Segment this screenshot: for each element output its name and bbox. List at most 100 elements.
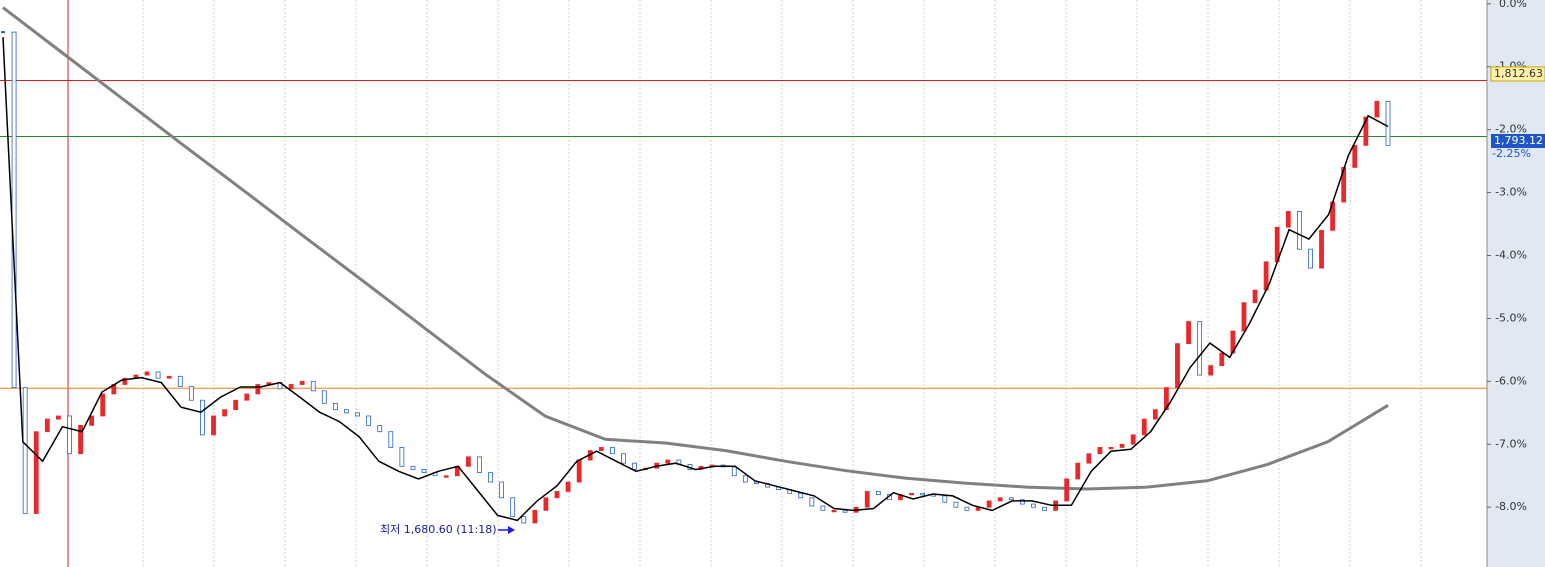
candle bbox=[233, 399, 239, 411]
price-label: 1,793.12 bbox=[1494, 134, 1543, 147]
candle bbox=[543, 497, 549, 511]
candle bbox=[388, 431, 394, 448]
candle bbox=[798, 492, 804, 499]
candle bbox=[1219, 352, 1225, 367]
y-tick-label: -5.0% bbox=[1495, 311, 1527, 324]
candle bbox=[1108, 447, 1114, 450]
candle bbox=[488, 472, 493, 483]
candle bbox=[255, 384, 261, 395]
y-axis-panel bbox=[1487, 0, 1545, 567]
candle bbox=[820, 505, 826, 511]
candle bbox=[1296, 211, 1302, 250]
y-tick-label: -6.0% bbox=[1495, 374, 1527, 387]
candle bbox=[1119, 443, 1125, 448]
candle bbox=[44, 418, 50, 433]
candle bbox=[1164, 387, 1169, 411]
y-tick-label: -4.0% bbox=[1495, 248, 1527, 261]
price-box bbox=[1490, 66, 1545, 82]
candle bbox=[122, 377, 128, 385]
candle bbox=[310, 380, 316, 392]
candle bbox=[1097, 447, 1103, 455]
candle bbox=[200, 399, 205, 436]
candle bbox=[1175, 343, 1180, 389]
candle bbox=[410, 465, 416, 470]
candle bbox=[33, 431, 39, 514]
candle bbox=[188, 385, 194, 401]
candle bbox=[166, 375, 172, 379]
y-tick-label: 0.0% bbox=[1499, 0, 1527, 10]
candle bbox=[1152, 409, 1158, 420]
price-label: 1,812.63 bbox=[1494, 67, 1543, 80]
candle bbox=[1252, 289, 1258, 304]
candle bbox=[443, 475, 449, 478]
candle bbox=[842, 509, 848, 513]
candle bbox=[244, 393, 250, 401]
candle bbox=[632, 462, 637, 470]
candle bbox=[1197, 321, 1203, 376]
candle bbox=[1308, 248, 1313, 269]
candle bbox=[78, 425, 83, 455]
candle bbox=[1352, 144, 1358, 168]
candle bbox=[909, 492, 914, 496]
candle bbox=[742, 475, 748, 483]
candle bbox=[532, 509, 538, 524]
y-tick-label: -8.0% bbox=[1495, 500, 1527, 513]
candle bbox=[1019, 499, 1025, 505]
candle bbox=[377, 425, 383, 433]
candle bbox=[155, 371, 161, 379]
candle bbox=[964, 506, 970, 511]
candle bbox=[144, 371, 150, 376]
candle bbox=[465, 456, 471, 467]
candle bbox=[1086, 453, 1092, 464]
moving-average-line bbox=[2, 37, 1389, 522]
candle bbox=[421, 469, 427, 474]
candle bbox=[1186, 321, 1191, 344]
moving-average-line bbox=[2, 6, 1389, 491]
candle bbox=[521, 516, 527, 524]
candle bbox=[1363, 116, 1369, 146]
candle bbox=[22, 387, 28, 514]
candle bbox=[56, 415, 61, 420]
candle bbox=[754, 481, 759, 484]
candle bbox=[67, 415, 72, 455]
candle bbox=[809, 497, 815, 507]
candle bbox=[1374, 100, 1380, 118]
candle bbox=[499, 481, 505, 499]
candle bbox=[986, 500, 992, 508]
candle bbox=[344, 409, 349, 414]
candle bbox=[942, 495, 948, 503]
candle bbox=[1208, 365, 1214, 376]
candle bbox=[1141, 418, 1147, 436]
candle bbox=[1285, 211, 1291, 228]
candle bbox=[1042, 506, 1047, 511]
candle bbox=[177, 375, 183, 387]
candle bbox=[864, 491, 870, 508]
candle bbox=[621, 453, 626, 464]
candle bbox=[953, 501, 959, 508]
candle bbox=[598, 447, 604, 451]
candle bbox=[11, 31, 17, 389]
annotation-arrowhead bbox=[508, 526, 515, 534]
candle bbox=[1064, 478, 1070, 502]
candle bbox=[554, 491, 560, 499]
candle bbox=[1008, 497, 1014, 501]
candle bbox=[997, 497, 1003, 502]
candle bbox=[399, 447, 405, 467]
candle bbox=[831, 509, 837, 513]
candle bbox=[510, 497, 516, 518]
candle bbox=[299, 380, 305, 385]
price-change-label: -2.25% bbox=[1492, 147, 1531, 160]
candle bbox=[211, 415, 216, 436]
y-tick-label: -7.0% bbox=[1495, 437, 1527, 450]
low-annotation: 최저 1,680.60 (11:18) bbox=[380, 523, 497, 536]
y-tick-label: -2.0% bbox=[1495, 123, 1527, 136]
candle bbox=[920, 492, 926, 496]
candle bbox=[477, 456, 482, 474]
candle bbox=[1241, 302, 1247, 332]
candle bbox=[731, 466, 737, 477]
candle bbox=[565, 481, 571, 492]
candle bbox=[89, 415, 95, 426]
candle bbox=[1, 31, 5, 34]
